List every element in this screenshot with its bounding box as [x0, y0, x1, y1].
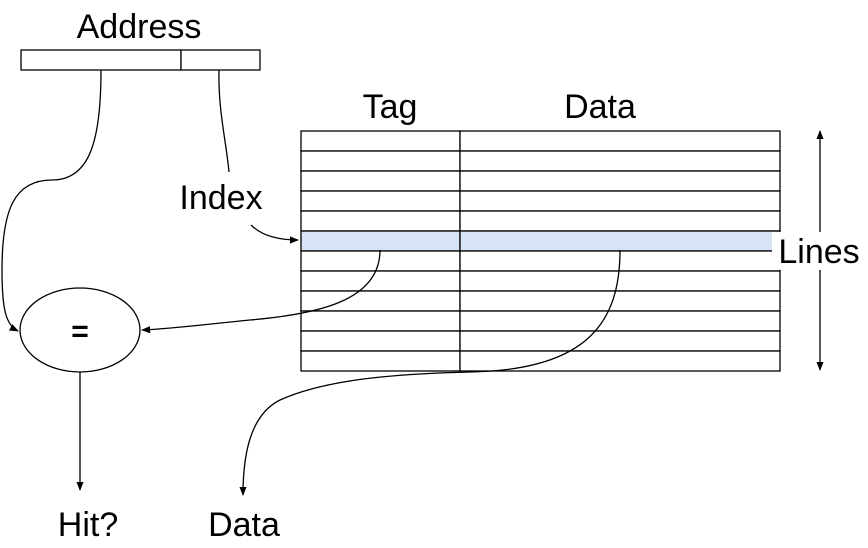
stored-tag-connector: [141, 249, 381, 334]
cache-row-tag-cell: [300, 310, 461, 332]
cache-row-tag-cell: [300, 270, 461, 292]
data-column-header: Data: [564, 88, 636, 126]
cache-table: [300, 130, 781, 372]
cache-row-tag-cell: [300, 330, 461, 352]
cache-row-tag-cell: [300, 170, 461, 192]
address-tag-field: [20, 49, 182, 71]
cache-row-data-cell: [459, 130, 781, 152]
cache-row-tag-cell: [300, 350, 461, 372]
comparator-symbol: =: [71, 315, 89, 348]
index-connector: [218, 69, 230, 173]
data-out-label: Data: [208, 506, 280, 544]
cache-row-data-cell: [459, 210, 781, 232]
lines-label: Lines: [778, 233, 859, 271]
cache-row-data-cell: [459, 350, 781, 372]
cache-row-data-cell: [459, 290, 781, 312]
cache-row-data-cell: [459, 270, 781, 292]
hit-label: Hit?: [58, 506, 118, 544]
cache-row-tag-cell: [300, 210, 461, 232]
address-index-field: [180, 49, 261, 71]
address-label: Address: [77, 8, 202, 46]
lines-label-background: [772, 232, 868, 270]
cache-row-data-cell: [459, 190, 781, 212]
cache-row-data-cell: [459, 310, 781, 332]
cache-row-data-cell: [459, 170, 781, 192]
cache-row-data-cell: [459, 150, 781, 172]
cache-row-tag-cell: [300, 130, 461, 152]
cache-row-tag-cell: [300, 190, 461, 212]
cache-row-data-cell-selected: [459, 230, 781, 252]
tag-column-header: Tag: [363, 88, 418, 126]
data-out-connector: [239, 249, 621, 496]
cache-row-tag-cell-selected: [300, 230, 461, 252]
address-tag-connector: [1, 69, 102, 332]
cache-row-tag-cell: [300, 150, 461, 172]
index-arrow: [250, 224, 299, 244]
cache-row-data-cell: [459, 330, 781, 352]
index-label: Index: [179, 179, 262, 217]
